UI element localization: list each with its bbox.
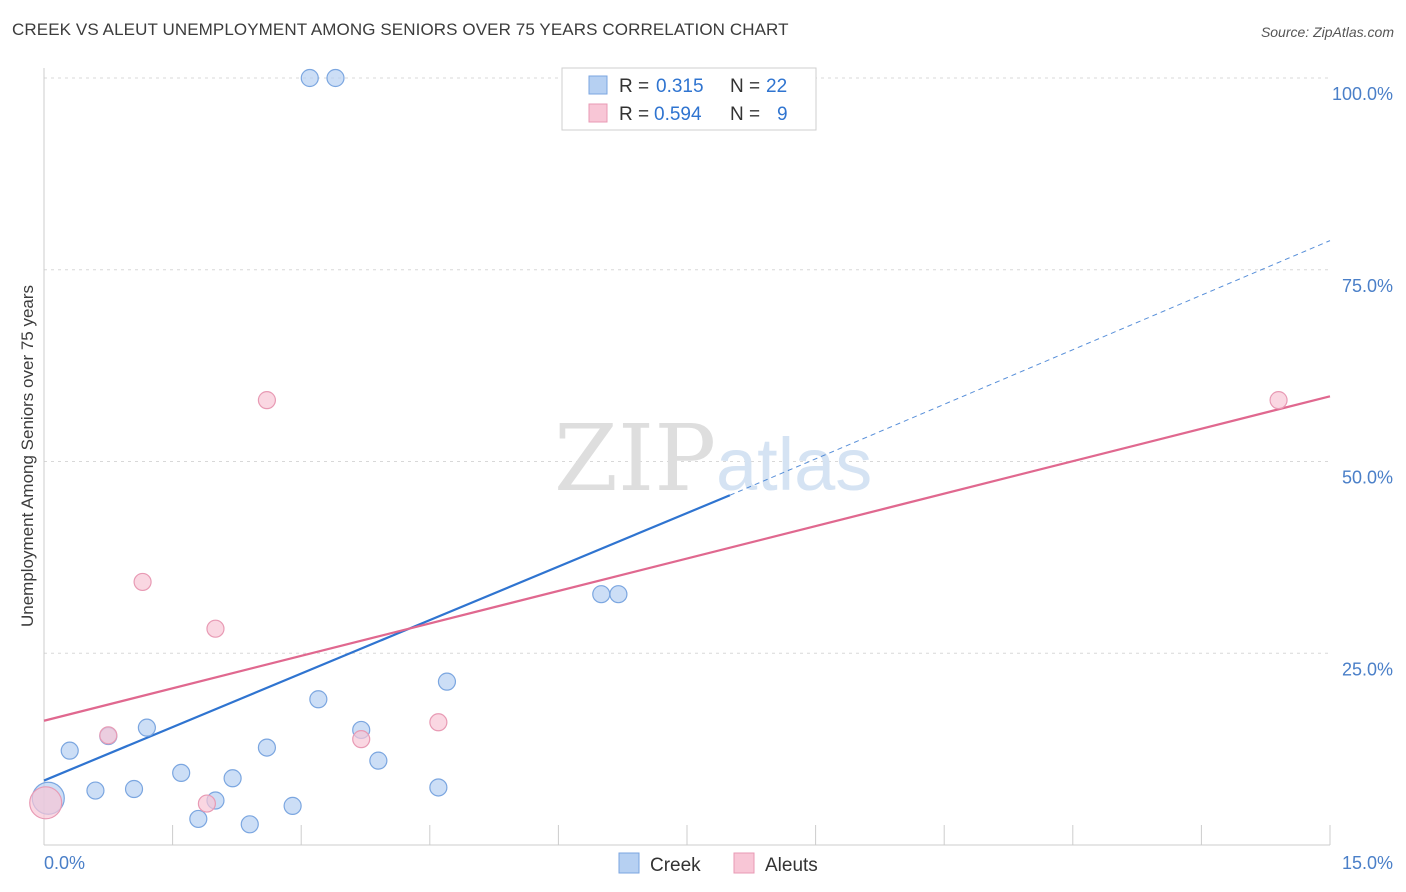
- creek-point-0: [300, 68, 319, 88]
- creek-point-10: [257, 738, 277, 757]
- grid-lines: [44, 77, 1330, 654]
- axes: [43, 68, 1331, 846]
- correlation-legend: R = 0.315 N = 22 R = 0.594 N = 9: [561, 67, 817, 131]
- creek-point-14: [86, 781, 105, 800]
- watermark-atlas: atlas: [716, 423, 872, 506]
- bottom-legend-creek-swatch: [618, 852, 640, 874]
- y-axis-label: Unemployment Among Seniors over 75 years: [18, 285, 37, 627]
- aleut-point-7: [1269, 391, 1288, 410]
- data-points: [29, 68, 1288, 834]
- x-tick-label-0: 0.0%: [44, 853, 85, 873]
- bottom-legend-aleut-swatch: [733, 852, 755, 874]
- watermark: ZIP atlas: [554, 405, 872, 512]
- legend-aleut-r-label: R =: [619, 104, 649, 125]
- creek-point-2: [592, 585, 611, 604]
- aleut-point-2: [206, 619, 225, 638]
- creek-point-18: [283, 796, 302, 815]
- aleut-point-0: [257, 391, 277, 410]
- creek-trend-line: [43, 494, 731, 782]
- creek-point-6: [137, 718, 156, 737]
- bottom-legend-creek-label: Creek: [650, 855, 701, 876]
- creek-point-11: [369, 751, 388, 770]
- x-tick-label-1: 15.0%: [1342, 853, 1393, 873]
- bottom-legend-aleut-label: Aleuts: [765, 855, 818, 876]
- creek-point-1: [326, 68, 345, 88]
- legend-aleut-n-value: 9: [777, 104, 788, 125]
- legend-creek-swatch: [588, 75, 608, 95]
- legend-creek-r-label: R =: [619, 76, 649, 97]
- aleut-point-4: [352, 730, 371, 749]
- aleut-point-1: [133, 572, 152, 592]
- creek-point-15: [124, 779, 144, 799]
- creek-point-5: [309, 690, 328, 709]
- creek-point-4: [437, 672, 457, 691]
- aleut-point-3: [429, 713, 448, 732]
- legend-aleut-n-label: N =: [730, 104, 760, 125]
- y-tick-label-3: 100.0%: [1332, 84, 1393, 104]
- creek-point-16: [429, 778, 448, 797]
- trend-lines: [43, 240, 1331, 782]
- y-tick-label-1: 50.0%: [1342, 468, 1393, 488]
- legend-aleut-r-value: 0.594: [654, 104, 702, 125]
- creek-point-12: [172, 763, 191, 783]
- creek-point-13: [223, 769, 242, 788]
- aleut-point-8: [29, 786, 63, 820]
- creek-point-20: [240, 815, 259, 834]
- creek-point-3: [609, 585, 628, 604]
- source-label: Source: ZipAtlas.com: [1260, 24, 1394, 40]
- watermark-zip: ZIP: [554, 405, 716, 512]
- legend-creek-n-label: N =: [730, 76, 760, 97]
- legend-creek-n-value: 22: [766, 76, 787, 97]
- legend-creek-r-value: 0.315: [656, 76, 704, 97]
- aleut-trend-line: [43, 395, 1331, 722]
- legend-aleut-swatch: [588, 103, 608, 123]
- y-tick-label-2: 75.0%: [1342, 276, 1393, 296]
- aleut-point-5: [99, 726, 118, 745]
- series-legend: Creek Aleuts: [618, 852, 818, 876]
- creek-point-19: [189, 809, 208, 829]
- tick-labels: 25.0% 50.0% 75.0% 100.0% 0.0% 15.0%: [44, 84, 1393, 873]
- y-tick-label-0: 25.0%: [1342, 659, 1393, 679]
- chart-title: CREEK VS ALEUT UNEMPLOYMENT AMONG SENIOR…: [12, 20, 789, 39]
- creek-trend-extension: [729, 240, 1331, 496]
- creek-point-9: [60, 741, 79, 760]
- aleut-point-6: [197, 794, 216, 813]
